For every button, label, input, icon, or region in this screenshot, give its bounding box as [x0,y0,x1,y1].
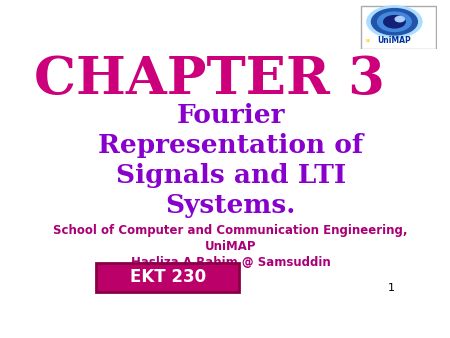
Text: u: u [366,38,369,43]
Circle shape [384,16,405,28]
Text: UniMAP: UniMAP [205,240,256,253]
FancyBboxPatch shape [96,263,239,292]
Text: CHAPTER 3: CHAPTER 3 [34,54,385,104]
Circle shape [371,8,418,35]
Circle shape [378,12,411,31]
Text: UniMAP: UniMAP [378,36,411,45]
Text: School of Computer and Communication Engineering,: School of Computer and Communication Eng… [54,224,408,237]
Text: EKT 230: EKT 230 [130,268,206,286]
Text: 1: 1 [387,283,395,293]
FancyBboxPatch shape [361,5,436,49]
Circle shape [367,6,422,38]
Text: Fourier: Fourier [176,103,285,128]
Circle shape [395,17,405,22]
Text: Representation of: Representation of [98,133,363,158]
Text: Hasliza A Rahim @ Samsuddin: Hasliza A Rahim @ Samsuddin [131,256,330,269]
Text: Systems.: Systems. [166,193,296,218]
Text: Signals and LTI: Signals and LTI [116,163,346,188]
